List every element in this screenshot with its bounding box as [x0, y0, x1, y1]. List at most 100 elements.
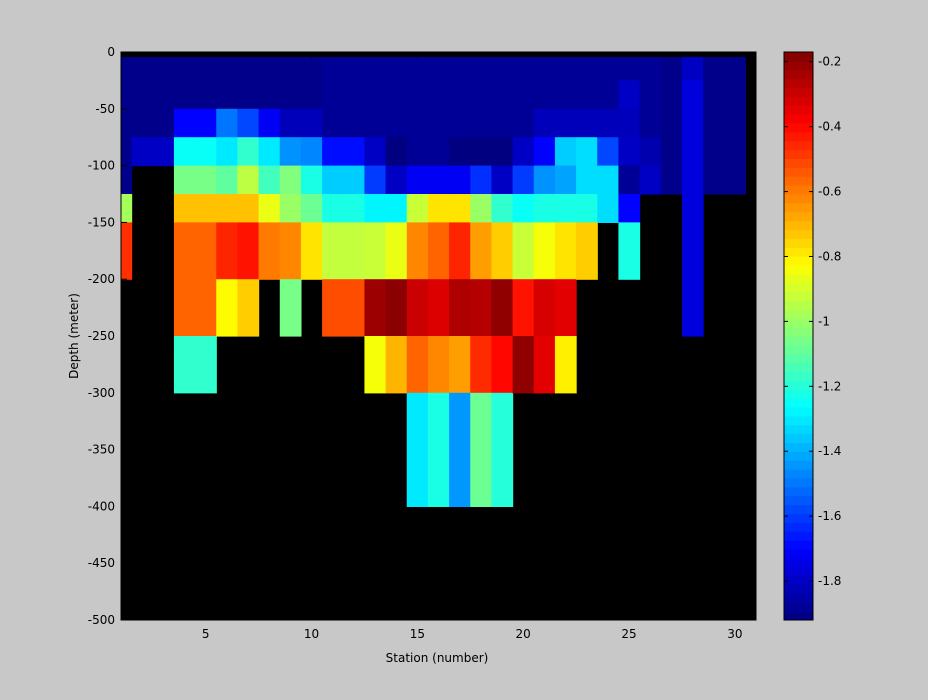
- heatmap-cell: [237, 279, 260, 337]
- heatmap-cell: [195, 194, 217, 223]
- colorbar-swatch: [784, 424, 813, 435]
- heatmap-cell: [597, 108, 620, 138]
- heatmap-cell: [597, 165, 620, 195]
- colorbar-swatch: [784, 229, 813, 239]
- colorbar-swatch: [784, 123, 813, 133]
- heatmap-cell: [491, 392, 514, 507]
- heatmap-cell: [173, 108, 196, 138]
- heatmap-cell: [279, 222, 302, 280]
- heatmap-cell: [618, 137, 641, 167]
- heatmap-cell: [364, 52, 387, 138]
- colorbar-swatch: [784, 114, 813, 124]
- heatmap-cell: [406, 222, 429, 280]
- heatmap-cell: [618, 108, 641, 138]
- colorbar-swatch: [784, 549, 813, 559]
- heatmap-cell: [618, 165, 641, 195]
- heatmap-cell: [470, 165, 493, 195]
- colorbar-swatch: [784, 131, 813, 142]
- colorbar-swatch: [784, 60, 813, 71]
- heatmap-cell: [300, 137, 323, 167]
- heatmap-cell: [237, 108, 260, 138]
- colorbar-swatch: [784, 540, 813, 550]
- heatmap-cell: [195, 165, 217, 195]
- heatmap-cell: [576, 137, 598, 167]
- heatmap-cell: [121, 52, 133, 195]
- heatmap-cell: [660, 52, 683, 167]
- heatmap-cell: [427, 279, 450, 337]
- heatmap-cell: [639, 165, 662, 195]
- heatmap-cell: [512, 165, 535, 195]
- heatmap-cell: [449, 137, 471, 167]
- heatmap-cell: [533, 336, 556, 394]
- heatmap-cell: [576, 108, 598, 138]
- heatmap-cell: [554, 108, 577, 138]
- heatmap-cell: [385, 222, 408, 280]
- heatmap-cell: [385, 165, 408, 195]
- heatmap-cell: [703, 52, 725, 195]
- colorbar-swatch: [784, 531, 813, 541]
- heatmap-cell: [597, 194, 620, 223]
- heatmap-cell: [385, 336, 408, 394]
- heatmap-cell: [554, 194, 577, 223]
- heatmap-cell: [639, 52, 662, 138]
- surface-strip: [121, 52, 756, 57]
- heatmap-cell: [533, 194, 556, 223]
- heatmap-cell: [385, 52, 408, 138]
- colorbar-swatch: [784, 273, 813, 284]
- heatmap-cell: [300, 165, 323, 195]
- heatmap-cell: [131, 137, 154, 167]
- heatmap-cell: [554, 137, 577, 167]
- heatmap-cell: [406, 279, 429, 337]
- colorbar-swatch: [784, 371, 813, 381]
- colorbar-swatch: [784, 611, 813, 621]
- heatmap-cell: [406, 336, 429, 394]
- heatmap-cell: [406, 194, 429, 223]
- colorbar-swatch: [784, 362, 813, 373]
- heatmap-cell: [449, 222, 471, 280]
- heatmap-cell: [491, 52, 514, 138]
- colorbar-swatch: [784, 158, 813, 168]
- colorbar-swatch: [784, 336, 813, 346]
- heatmap-cell: [343, 279, 366, 337]
- heatmap-cell: [427, 194, 450, 223]
- heatmap-cell: [449, 336, 471, 394]
- heatmap-cell: [173, 137, 196, 167]
- heatmap-cell: [491, 165, 514, 195]
- colorbar-swatch: [784, 495, 813, 506]
- colorbar-swatch: [784, 478, 813, 488]
- heatmap-cell: [300, 194, 323, 223]
- heatmap-cell: [216, 222, 239, 280]
- heatmap-cell: [279, 52, 302, 110]
- y-tick-label: -200: [88, 272, 115, 286]
- heatmap-cell: [121, 194, 133, 223]
- colorbar-frame: [783, 51, 814, 621]
- colorbar-swatch: [784, 149, 813, 160]
- colorbar-swatch: [784, 309, 813, 319]
- colorbar-swatch: [784, 282, 813, 293]
- heatmap-cell: [385, 194, 408, 223]
- colorbar-swatch: [784, 69, 813, 80]
- colorbar-tick-label: -1.2: [818, 379, 841, 393]
- heatmap-cell: [470, 222, 493, 280]
- heatmap-cell: [152, 137, 175, 167]
- colorbar-tick-label: -0.8: [818, 249, 841, 263]
- heatmap-cell: [385, 137, 408, 167]
- heatmap-cell: [449, 392, 471, 507]
- heatmap-cell: [554, 165, 577, 195]
- heatmap-cell: [427, 52, 450, 138]
- heatmap-cell: [343, 52, 366, 138]
- heatmap-cell: [322, 279, 344, 337]
- heatmap-cell: [512, 52, 535, 138]
- colorbar-tick-label: -1.4: [818, 444, 841, 458]
- heatmap-cell: [279, 137, 302, 167]
- colorbar-swatch: [784, 584, 813, 594]
- y-tick-label: -100: [88, 159, 115, 173]
- colorbar-swatch: [784, 318, 813, 328]
- heatmap-cell: [216, 137, 239, 167]
- heatmap-cell: [195, 108, 217, 138]
- colorbar-swatch: [784, 78, 813, 89]
- heatmap-cell: [576, 165, 598, 195]
- colorbar-swatch: [784, 140, 813, 151]
